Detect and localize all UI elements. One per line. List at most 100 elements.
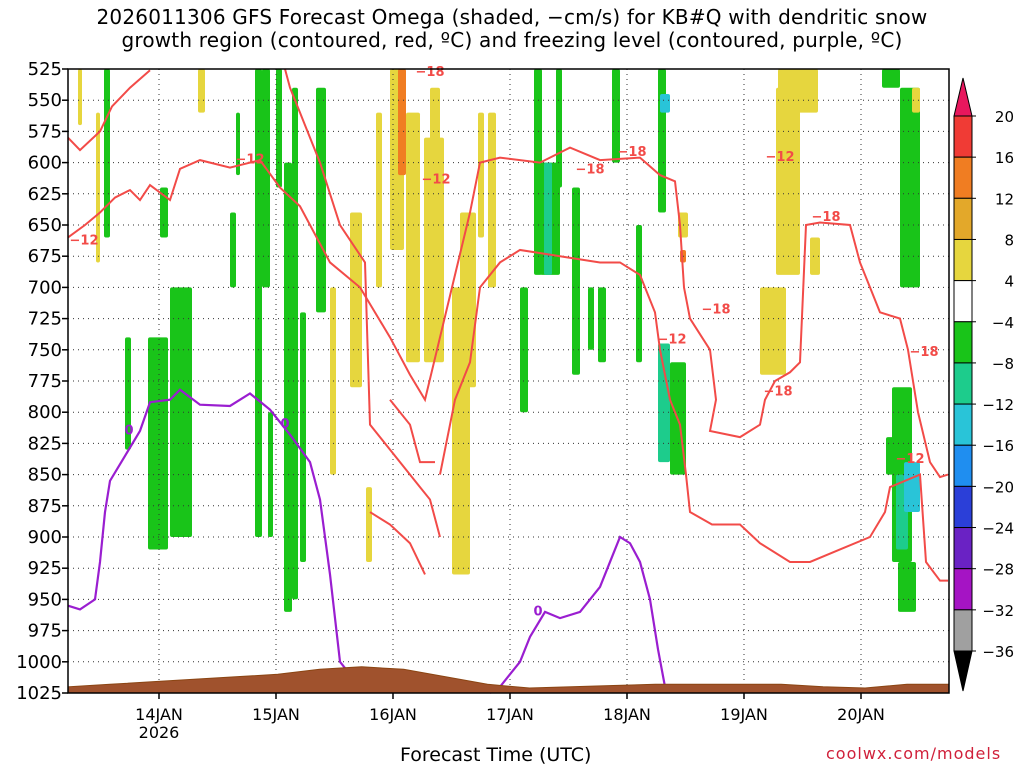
colorbar-label-10: −24	[982, 520, 1014, 538]
omega-shade-28	[460, 212, 476, 388]
omega-shade-38	[598, 287, 606, 363]
y-tick-label-575: 575	[28, 121, 62, 142]
colorbar-segment-7	[953, 362, 973, 405]
omega-shade-52	[900, 87, 920, 288]
dendritic-label-5: −12	[896, 452, 925, 467]
dendritic-contour-2	[389, 399, 435, 464]
dendritic-label-1: −12	[236, 153, 265, 168]
y-tick-label-825: 825	[28, 433, 62, 454]
omega-shade-43	[658, 343, 670, 463]
y-tick-label-850: 850	[28, 465, 62, 486]
omega-shade-14	[284, 162, 292, 612]
omega-shade-49	[778, 69, 818, 113]
y-tick-label-775: 775	[28, 371, 62, 392]
title-line-1: 2026011306 GFS Forecast Omega (shaded, −…	[96, 5, 928, 29]
colorbar-label-13: −36	[982, 643, 1014, 661]
colorbar-segment-6	[953, 321, 973, 364]
dendritic-contour-0	[67, 69, 151, 152]
title-line-2: growth region (contoured, red, ºC) and f…	[121, 28, 903, 52]
contour-layer: −12 −12 −12 −12 −12 −12 −18 −18 −18 −18 −18 −18 −18 0…	[67, 65, 949, 694]
colorbar-label-3: 8	[1004, 231, 1014, 249]
colorbar-bottom-arrow	[953, 650, 973, 692]
y-tick-label-600: 600	[28, 153, 62, 174]
dendritic-label-4: −12	[766, 150, 795, 165]
colorbar-label-8: −16	[982, 437, 1014, 455]
omega-shade-17	[316, 87, 326, 313]
colorbar-label-4: 4	[1004, 273, 1014, 291]
omega-shade-15	[292, 87, 298, 600]
y-tick-label-875: 875	[28, 496, 62, 517]
y-tick-label-975: 975	[28, 621, 62, 642]
chart-title: 2026011306 GFS Forecast Omega (shaded, −…	[0, 6, 1024, 52]
y-tick-label-550: 550	[28, 90, 62, 111]
omega-shade-21	[376, 112, 382, 288]
y-tick-label-925: 925	[28, 558, 62, 579]
omega-shade-5	[170, 287, 192, 537]
omega-shade-48	[776, 87, 800, 275]
omega-shade-58	[904, 462, 920, 513]
omega-shade-39	[612, 69, 620, 163]
colorbar-label-5: −4	[992, 314, 1014, 332]
colorbar-label-0: 20	[995, 108, 1014, 126]
omega-shade-41	[658, 69, 666, 213]
colorbar-segment-2	[953, 156, 973, 199]
x-tick-label-17JAN: 17JAN	[486, 705, 534, 724]
omega-shade-10	[255, 69, 262, 537]
omega-shade-9	[236, 112, 240, 176]
y-tick-label-525: 525	[28, 59, 62, 80]
freezing-contour-0	[67, 388, 351, 675]
colorbar-label-7: −12	[982, 396, 1014, 414]
dendritic-contour-5	[369, 511, 426, 575]
omega-shade-24	[406, 112, 420, 363]
omega-shade-36	[572, 187, 580, 375]
y-tick-label-1025: 1025	[16, 683, 62, 704]
omega-shade-34	[544, 162, 552, 275]
omega-shade-11	[262, 69, 270, 288]
omega-shade-19	[350, 212, 362, 388]
dendritic-label-6: −18	[576, 163, 605, 178]
colorbar-label-6: −8	[992, 355, 1014, 373]
omega-shade-57	[898, 561, 916, 612]
omega-shade-20	[366, 487, 372, 562]
dendritic-label-9: −18	[764, 385, 793, 400]
surface-terrain-layer	[67, 666, 950, 694]
y-tick-label-750: 750	[28, 340, 62, 361]
colorbar-segment-5	[953, 280, 973, 323]
dendritic-contour-4	[439, 248, 948, 582]
x-tick-label-20JAN: 20JAN	[837, 705, 885, 724]
omega-shade-50	[810, 237, 820, 275]
grid-layer	[68, 68, 949, 694]
x-tick-label-16JAN: 16JAN	[369, 705, 417, 724]
dendritic-label-3: −12	[658, 332, 687, 347]
y-tick-label-1000: 1000	[16, 652, 62, 673]
omega-shade-12	[268, 412, 273, 537]
omega-shade-29	[478, 112, 484, 238]
omega-shade-42	[660, 93, 670, 113]
x-tick-label-15JAN: 15JAN	[252, 705, 300, 724]
colorbar-segment-10	[953, 485, 973, 529]
omega-shade-51	[882, 69, 900, 88]
surface-terrain	[67, 666, 950, 694]
colorbar-top-arrow	[953, 77, 973, 117]
omega-shade-7	[198, 69, 205, 113]
y-tick-label-675: 675	[28, 246, 62, 267]
y-tick-label-700: 700	[28, 277, 62, 298]
omega-shade-40	[636, 225, 642, 363]
y-tick-label-650: 650	[28, 215, 62, 236]
colorbar-segment-9	[953, 444, 973, 487]
dendritic-contour-3	[284, 68, 441, 538]
omega-shade-26	[430, 87, 440, 188]
dendritic-label-10: −18	[812, 210, 841, 225]
freezing-contour-1	[489, 535, 672, 694]
y-tick-label-900: 900	[28, 527, 62, 548]
y-tick-label-800: 800	[28, 402, 62, 423]
colorbar-segment-13	[953, 609, 973, 652]
colorbar-label-12: −32	[982, 602, 1014, 620]
y-tick-label-725: 725	[28, 309, 62, 330]
colorbar-segment-3	[953, 197, 973, 240]
x-tick-label-14JAN: 14JAN	[135, 705, 183, 724]
omega-shade-8	[230, 212, 236, 288]
colorbar-label-9: −20	[982, 478, 1014, 496]
freezing-label-0: 0	[124, 423, 133, 438]
colorbar-segment-4	[953, 238, 973, 282]
